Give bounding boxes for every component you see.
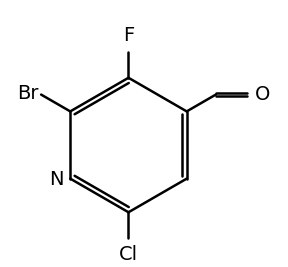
Text: Cl: Cl (119, 245, 138, 264)
Text: N: N (49, 170, 64, 189)
Text: F: F (123, 26, 134, 45)
Text: O: O (255, 85, 270, 104)
Text: Br: Br (17, 84, 39, 103)
